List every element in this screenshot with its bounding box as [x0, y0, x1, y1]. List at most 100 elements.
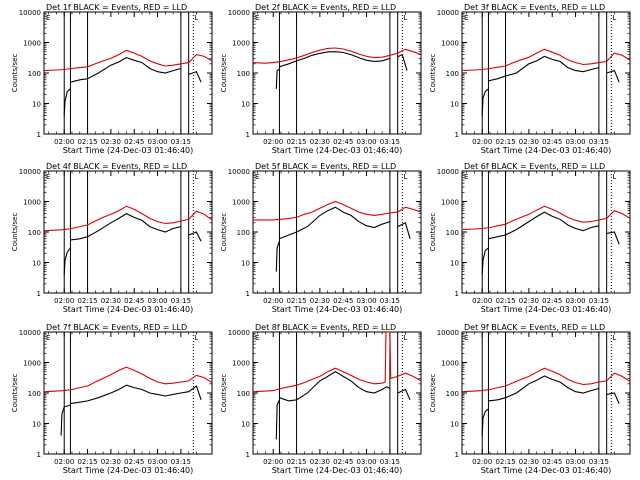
- events-series-line: [397, 388, 411, 401]
- y-tick-label: 10: [32, 421, 41, 429]
- plot-frame: [43, 11, 213, 135]
- x-tick-label: 02:15: [286, 458, 306, 466]
- chart-panel-3: Det 3f BLACK = Events, RED = LLD 1 10 100 10…: [429, 3, 631, 155]
- events-series-line: [275, 69, 280, 89]
- chart-panel-4: Det 4f BLACK = Events, RED = LLD 1 10 100 10…: [11, 162, 213, 314]
- y-tick-label: 10: [32, 260, 41, 268]
- x-tick-label: 02:30: [519, 138, 539, 146]
- x-tick-label: 02:15: [495, 138, 515, 146]
- corner-mark-right: L: [194, 14, 198, 22]
- y-tick-label: 100: [237, 229, 250, 237]
- y-tick-label: 100: [446, 390, 459, 398]
- chart-panel-2: Det 2f BLACK = Events, RED = LLD 1 10 100 10…: [220, 3, 422, 155]
- y-axis-label: Counts/sec: [11, 374, 19, 413]
- x-tick-label: 03:00: [147, 458, 167, 466]
- chart-panel-8: Det 8f BLACK = Events, RED = LLD 1 10 100 10…: [220, 323, 422, 475]
- events-series-line: [70, 212, 182, 241]
- plot-frame: [252, 11, 422, 135]
- lld-series-line: [462, 205, 630, 231]
- events-series-line: [606, 69, 620, 83]
- y-tick-label: 1000: [23, 199, 41, 207]
- corner-mark-left: E: [255, 173, 259, 181]
- lld-series-line: [462, 367, 630, 393]
- y-tick-label: 100: [446, 70, 459, 78]
- y-tick-label: 1000: [232, 360, 250, 368]
- chart-title: Det 1f BLACK = Events, RED = LLD: [46, 3, 187, 12]
- x-tick-label: 03:00: [356, 297, 376, 305]
- x-tick-label: 02:15: [495, 297, 515, 305]
- corner-mark-left: E: [464, 14, 468, 22]
- x-axis-label: Start Time (24-Dec-03 01:46:40): [63, 466, 194, 475]
- corner-mark-left: E: [46, 14, 50, 22]
- corner-mark-right: L: [612, 334, 616, 342]
- y-tick-label: 10000: [19, 168, 41, 176]
- chart-panel-6: Det 6f BLACK = Events, RED = LLD 1 10 100 10…: [429, 162, 631, 314]
- x-tick-label: 02:00: [54, 297, 74, 305]
- x-tick-label: 02:00: [263, 138, 283, 146]
- x-tick-label: 03:15: [171, 138, 191, 146]
- y-tick-label: 1000: [23, 360, 41, 368]
- y-tick-label: 10000: [437, 329, 459, 337]
- x-tick-label: 02:00: [263, 297, 283, 305]
- plot-frame: [461, 331, 631, 455]
- lld-series-line: [253, 47, 421, 64]
- x-tick-label: 02:30: [310, 458, 330, 466]
- corner-mark-right: L: [194, 173, 198, 181]
- x-tick-label: 03:00: [565, 138, 585, 146]
- corner-mark-right: L: [403, 334, 407, 342]
- events-series-line: [279, 206, 391, 240]
- lld-series-line: [253, 332, 421, 393]
- x-tick-label: 02:30: [101, 458, 121, 466]
- events-series-line: [70, 384, 202, 405]
- events-series-line: [70, 56, 182, 83]
- x-tick-label: 02:45: [124, 138, 144, 146]
- events-series-line: [63, 88, 71, 116]
- y-tick-label: 10: [32, 101, 41, 109]
- y-tick-label: 1000: [441, 360, 459, 368]
- y-tick-label: 1: [455, 290, 459, 298]
- x-tick-label: 02:30: [310, 297, 330, 305]
- x-tick-label: 02:45: [124, 297, 144, 305]
- y-tick-label: 10000: [19, 329, 41, 337]
- y-tick-label: 1000: [232, 199, 250, 207]
- y-tick-label: 1000: [441, 199, 459, 207]
- y-tick-label: 10000: [228, 9, 250, 17]
- x-tick-label: 02:15: [77, 458, 97, 466]
- chart-panel-1: Det 1f BLACK = Events, RED = LLD 1 10 100 10…: [11, 3, 213, 155]
- lld-series-line: [44, 49, 212, 72]
- corner-mark-left: E: [46, 334, 50, 342]
- events-series-line: [481, 408, 489, 436]
- corner-mark-left: E: [255, 334, 259, 342]
- corner-mark-left: E: [46, 173, 50, 181]
- plot-frame: [461, 170, 631, 294]
- corner-mark-right: L: [612, 173, 616, 181]
- events-series-line: [481, 247, 489, 275]
- y-tick-label: 10: [450, 260, 459, 268]
- x-axis-label: Start Time (24-Dec-03 01:46:40): [63, 305, 194, 314]
- chart-panel-9: Det 9f BLACK = Events, RED = LLD 1 10 100 10…: [429, 323, 631, 475]
- corner-mark-left: E: [464, 334, 468, 342]
- y-tick-label: 1000: [441, 40, 459, 48]
- y-tick-label: 1: [455, 131, 459, 139]
- corner-mark-right: L: [403, 14, 407, 22]
- x-tick-label: 02:45: [124, 458, 144, 466]
- y-tick-label: 1: [246, 451, 250, 459]
- y-tick-label: 10: [450, 101, 459, 109]
- series-group: [253, 47, 421, 89]
- x-tick-label: 03:00: [147, 297, 167, 305]
- y-tick-label: 100: [446, 229, 459, 237]
- y-tick-label: 1: [37, 290, 41, 298]
- x-tick-label: 03:15: [171, 458, 191, 466]
- x-tick-label: 02:45: [542, 138, 562, 146]
- lld-series-line: [462, 48, 630, 72]
- x-tick-label: 03:15: [589, 138, 609, 146]
- events-series-line: [279, 51, 391, 68]
- x-tick-label: 02:00: [263, 458, 283, 466]
- x-axis-label: Start Time (24-Dec-03 01:46:40): [481, 146, 612, 155]
- y-tick-label: 100: [237, 70, 250, 78]
- series-group: [253, 332, 421, 440]
- events-series-line: [606, 231, 620, 245]
- y-axis-label: Counts/sec: [429, 213, 437, 252]
- events-series-line: [275, 241, 280, 272]
